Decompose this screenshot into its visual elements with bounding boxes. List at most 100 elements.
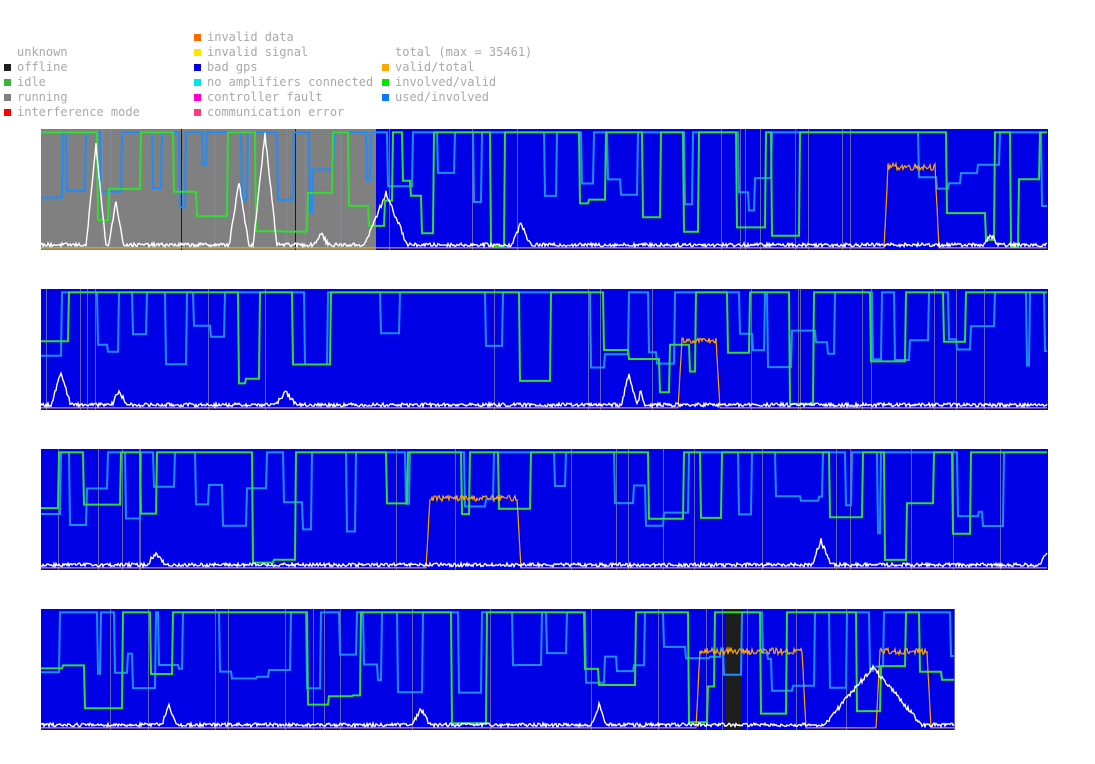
separator-mark xyxy=(745,129,746,250)
separator-mark xyxy=(98,449,99,570)
strip-svg xyxy=(41,289,1048,410)
separator-mark xyxy=(58,449,59,570)
separator-mark xyxy=(490,609,491,730)
separator-mark xyxy=(721,129,722,250)
separator-mark xyxy=(110,609,111,730)
separator-mark xyxy=(396,449,397,570)
legend-swatch xyxy=(194,64,201,71)
valid-total-line xyxy=(41,646,954,729)
separator-mark xyxy=(95,289,96,410)
separator-mark xyxy=(760,129,761,250)
legend-label: interference mode xyxy=(17,105,140,119)
total-line xyxy=(41,371,1048,409)
separator-mark xyxy=(148,609,149,730)
legend-label: involved/valid xyxy=(395,75,497,89)
separator-mark xyxy=(911,449,912,570)
legend-label: bad gps xyxy=(207,60,258,74)
state-band xyxy=(41,609,726,730)
legend-swatch xyxy=(382,94,389,101)
separator-mark xyxy=(517,129,518,250)
legend-label: valid/total xyxy=(395,60,475,74)
separator-mark xyxy=(600,289,601,410)
total-line xyxy=(41,663,955,729)
separator-mark xyxy=(842,129,843,250)
legend-swatch xyxy=(194,94,201,101)
chart-strip-3 xyxy=(41,449,1048,570)
separator-mark xyxy=(208,289,209,410)
separator-mark xyxy=(722,609,723,730)
involved-valid-line xyxy=(41,451,1047,564)
separator-mark xyxy=(658,609,659,730)
legend-label: unknown xyxy=(17,45,68,59)
separator-mark xyxy=(954,609,955,730)
separator-mark xyxy=(588,289,589,410)
state-band xyxy=(296,129,376,250)
legend-swatch xyxy=(4,94,11,101)
legend-swatch xyxy=(4,79,11,86)
separator-mark xyxy=(389,129,390,250)
state-band xyxy=(741,609,955,730)
separator-mark xyxy=(862,289,863,410)
separator-mark xyxy=(706,609,707,730)
separator-mark xyxy=(46,289,47,410)
valid-total-line xyxy=(41,337,1047,409)
legend-label: invalid data xyxy=(207,30,294,44)
separator-mark xyxy=(652,289,653,410)
separator-mark xyxy=(571,449,572,570)
separator-mark xyxy=(800,289,801,410)
separator-mark xyxy=(340,609,341,730)
strip-svg xyxy=(41,609,955,730)
involved-valid-line xyxy=(41,291,1047,405)
involved-valid-line xyxy=(41,611,954,725)
valid-total-line xyxy=(41,493,1047,569)
legend-swatch xyxy=(194,79,201,86)
separator-mark xyxy=(984,289,985,410)
used-involved-line xyxy=(41,291,1047,369)
state-band xyxy=(726,609,741,730)
legend-label: used/involved xyxy=(395,90,489,104)
separator-mark xyxy=(934,289,935,410)
separator-mark xyxy=(412,609,413,730)
separator-mark xyxy=(249,129,250,250)
separator-mark xyxy=(762,449,763,570)
legend-label: invalid signal xyxy=(207,45,309,59)
strip-svg xyxy=(41,129,1048,250)
legend-swatch xyxy=(382,64,389,71)
separator-mark xyxy=(628,449,629,570)
separator-mark xyxy=(850,449,851,570)
separator-mark xyxy=(214,129,215,250)
separator-mark xyxy=(215,609,216,730)
separator-mark xyxy=(102,129,103,250)
separator-mark xyxy=(324,609,325,730)
separator-mark xyxy=(798,289,799,410)
separator-mark xyxy=(80,289,81,410)
state-band xyxy=(182,129,295,250)
separator-mark xyxy=(455,449,456,570)
legend-label: total (max = 35461) xyxy=(395,45,533,59)
separator-mark xyxy=(663,449,664,570)
separator-mark xyxy=(808,129,809,250)
legend-swatch xyxy=(4,109,11,116)
chart-strip-2 xyxy=(41,289,1048,410)
separator-mark xyxy=(472,129,473,250)
total-line xyxy=(41,538,1048,569)
legend-label: no amplifiers connected xyxy=(207,75,374,89)
legend-swatch xyxy=(194,109,201,116)
separator-mark xyxy=(313,609,314,730)
total-line xyxy=(41,132,1048,250)
separator-mark xyxy=(494,289,495,410)
state-band xyxy=(41,289,1048,410)
state-band xyxy=(41,449,1048,570)
separator-mark xyxy=(850,129,851,250)
separator-mark xyxy=(228,609,229,730)
state-band xyxy=(295,129,296,250)
separator-mark xyxy=(87,289,88,410)
separator-mark xyxy=(616,449,617,570)
separator-mark xyxy=(305,129,306,250)
legend-label: communication error xyxy=(207,105,345,119)
separator-mark xyxy=(1000,449,1001,570)
separator-mark xyxy=(740,129,741,250)
legend-swatch xyxy=(194,34,201,41)
strip-svg xyxy=(41,449,1048,570)
separator-mark xyxy=(122,449,123,570)
